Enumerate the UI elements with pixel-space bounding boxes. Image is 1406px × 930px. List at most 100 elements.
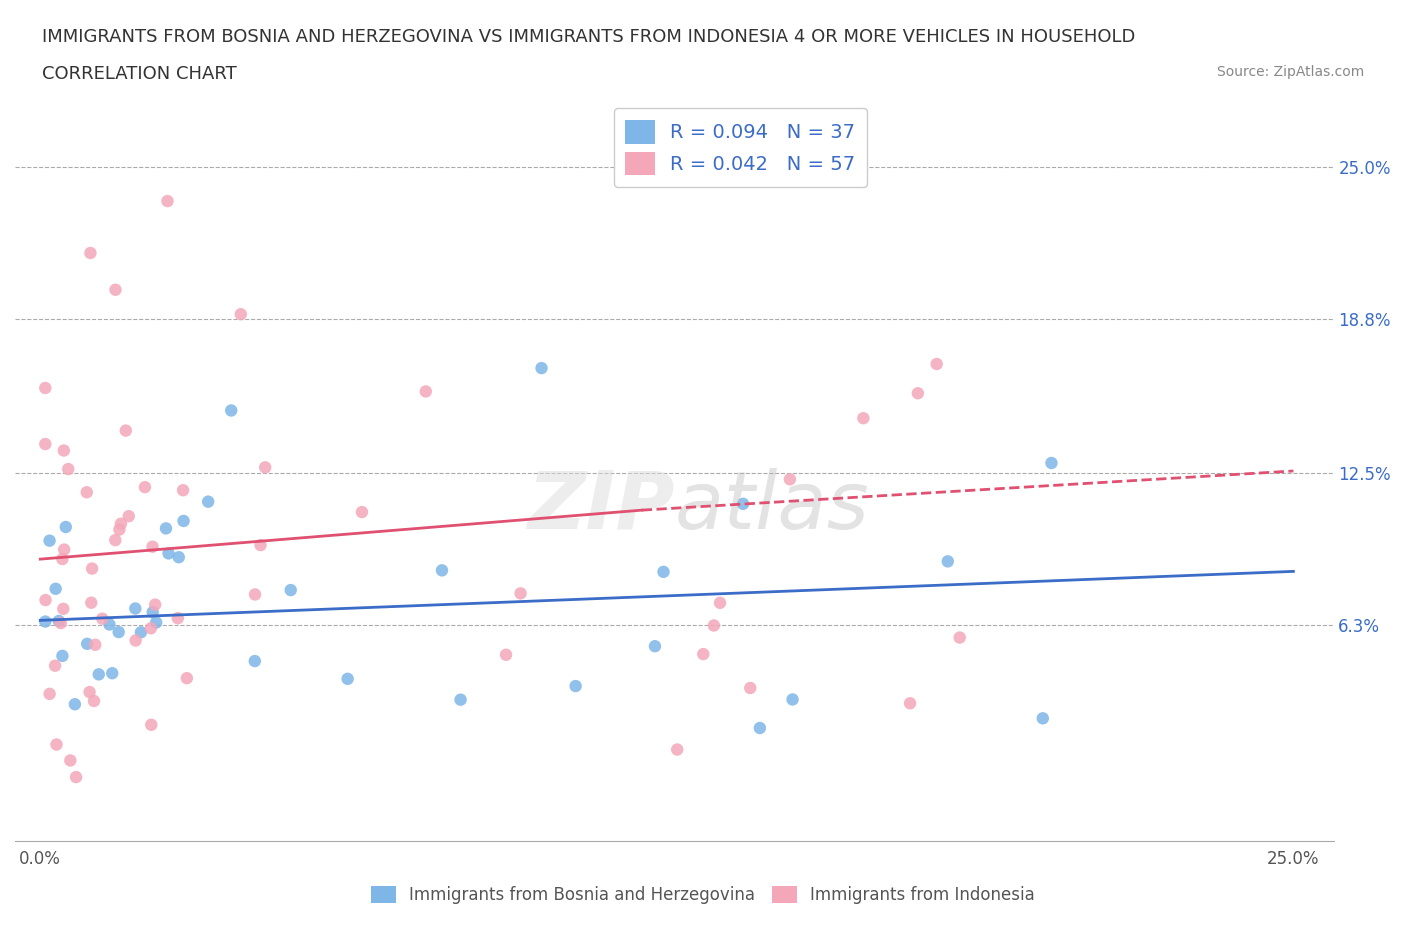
Point (110, 516, 132, 531)
Point (172, 483, 194, 498)
Point (157, 546, 180, 561)
Point (34, 614, 56, 629)
Point (733, 497, 755, 512)
Point (83, 694, 105, 709)
Point (84, 637, 107, 652)
Point (51, 648, 73, 663)
Point (141, 717, 163, 732)
Point (249, 538, 271, 552)
Point (779, 472, 801, 486)
Point (652, 565, 675, 579)
Text: ZIP: ZIP (527, 468, 675, 546)
Point (38, 686, 60, 701)
Point (280, 582, 302, 597)
Point (197, 494, 219, 509)
Point (104, 283, 127, 298)
Point (740, 681, 762, 696)
Point (509, 586, 531, 601)
Point (34, 436, 56, 451)
Point (936, 554, 959, 569)
Point (76, 485, 98, 499)
Point (80, 595, 103, 610)
Point (52, 602, 75, 617)
Point (450, 692, 472, 707)
Point (114, 423, 136, 438)
Point (38, 533, 60, 548)
Point (898, 696, 921, 711)
Legend: R = 0.094   N = 37, R = 0.042   N = 57: R = 0.094 N = 37, R = 0.042 N = 57 (613, 109, 868, 187)
Point (430, 563, 453, 578)
Text: CORRELATION CHART: CORRELATION CHART (42, 65, 238, 83)
Point (48, 614, 70, 629)
Point (34, 380, 56, 395)
Point (101, 666, 124, 681)
Point (907, 386, 929, 401)
Point (254, 460, 277, 475)
Point (45, 737, 67, 752)
Point (243, 654, 266, 669)
Point (91, 611, 114, 626)
Point (709, 595, 731, 610)
Point (852, 411, 875, 426)
Point (45, 581, 67, 596)
Point (118, 509, 141, 524)
Point (44, 658, 66, 673)
Point (748, 721, 770, 736)
Point (80, 561, 103, 576)
Point (644, 639, 666, 654)
Point (65, 770, 87, 785)
Point (141, 539, 163, 554)
Point (134, 480, 156, 495)
Point (155, 521, 177, 536)
Point (666, 742, 689, 757)
Point (53, 542, 76, 557)
Point (107, 625, 129, 640)
Point (229, 307, 252, 322)
Point (219, 403, 242, 418)
Point (124, 633, 146, 648)
Point (692, 646, 714, 661)
Point (142, 604, 165, 619)
Point (87, 667, 110, 682)
Point (34, 592, 56, 607)
Point (336, 671, 359, 686)
Text: Source: ZipAtlas.com: Source: ZipAtlas.com (1216, 65, 1364, 79)
Point (1040, 456, 1063, 471)
Point (782, 692, 804, 707)
Point (51, 551, 73, 566)
Point (176, 671, 198, 685)
Point (530, 361, 553, 376)
Point (79, 684, 101, 699)
Point (55, 520, 77, 535)
Point (124, 601, 146, 616)
Point (63, 697, 86, 711)
Point (108, 522, 131, 537)
Text: atlas: atlas (675, 468, 869, 546)
Point (139, 621, 162, 636)
Point (79, 246, 101, 260)
Point (129, 625, 152, 640)
Point (703, 618, 725, 633)
Point (166, 611, 188, 626)
Point (156, 193, 179, 208)
Point (350, 505, 373, 520)
Point (52, 443, 75, 458)
Point (243, 587, 266, 602)
Point (145, 615, 167, 630)
Point (49, 616, 72, 631)
Point (143, 597, 166, 612)
Point (925, 356, 948, 371)
Point (1032, 711, 1054, 725)
Point (564, 679, 586, 694)
Point (76, 636, 98, 651)
Point (58, 461, 80, 476)
Point (167, 550, 190, 565)
Point (415, 384, 437, 399)
Point (59, 753, 82, 768)
Legend: Immigrants from Bosnia and Herzegovina, Immigrants from Indonesia: Immigrants from Bosnia and Herzegovina, … (363, 878, 1043, 912)
Point (173, 513, 195, 528)
Point (949, 631, 972, 645)
Point (495, 647, 517, 662)
Point (98, 618, 121, 632)
Point (104, 533, 127, 548)
